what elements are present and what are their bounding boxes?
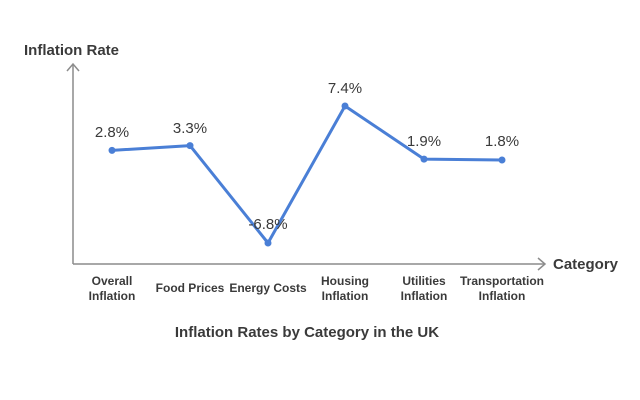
data-label: 1.9% (407, 133, 441, 150)
data-point (264, 239, 272, 247)
chart-title: Inflation Rates by Category in the UK (175, 324, 439, 341)
data-label: 7.4% (328, 80, 362, 97)
data-point (186, 142, 194, 150)
data-label: 3.3% (173, 120, 207, 137)
data-label: 2.8% (95, 124, 129, 141)
x-tick-label: Housing Inflation (321, 274, 369, 303)
x-axis-title: Category (553, 256, 619, 273)
data-label: 1.8% (485, 133, 519, 150)
y-axis-arrow (66, 62, 80, 72)
y-axis-title: Inflation Rate (24, 42, 119, 59)
x-tick-label: Overall Inflation (89, 274, 136, 303)
x-tick-label: Food Prices (156, 281, 225, 295)
data-point (108, 146, 116, 154)
data-point (498, 156, 506, 164)
x-axis-arrow (537, 257, 547, 271)
data-point (420, 155, 428, 163)
x-tick-label: Energy Costs (229, 281, 307, 295)
x-tick-label: Utilities Inflation (401, 274, 448, 303)
series-line (111, 104, 503, 245)
data-label: -6.8% (248, 216, 287, 233)
x-tick-label: Transportation Inflation (460, 274, 544, 303)
data-point (341, 102, 349, 110)
